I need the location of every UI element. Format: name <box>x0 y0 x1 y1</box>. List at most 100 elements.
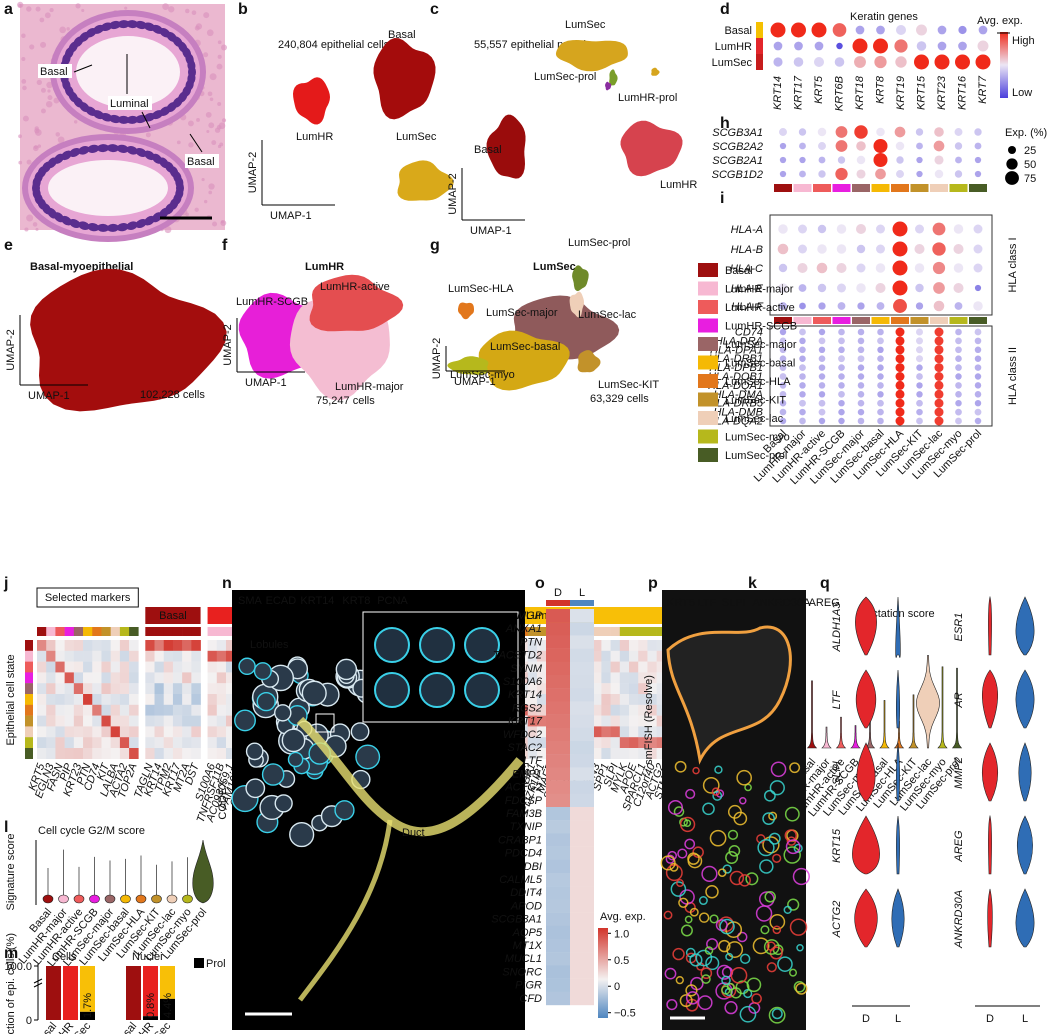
legend-label: LumSec-myo <box>725 432 790 444</box>
group-label: HLA class I <box>1007 237 1019 292</box>
gene-label: KRT8 <box>875 75 887 104</box>
cell-signal <box>730 987 742 999</box>
violin <box>896 669 900 729</box>
dot <box>817 244 827 254</box>
shape <box>832 317 851 324</box>
shape <box>546 899 570 913</box>
dot <box>934 407 944 417</box>
shape <box>570 609 594 623</box>
legend-title: Avg. exp. <box>600 911 646 923</box>
shape <box>191 650 201 662</box>
dot <box>877 408 884 416</box>
shape <box>207 661 218 673</box>
dot <box>857 302 865 310</box>
shape <box>83 683 93 695</box>
tissue-dot <box>206 129 210 133</box>
dot <box>934 54 950 70</box>
shape <box>37 683 47 695</box>
shape <box>546 965 570 979</box>
nucleus <box>87 144 100 153</box>
dot <box>877 364 884 371</box>
dot <box>816 262 828 274</box>
shape <box>154 704 165 716</box>
dot <box>934 363 944 373</box>
shape <box>25 715 33 727</box>
gene-label: SCGB2A2 <box>712 141 763 153</box>
shape <box>570 714 594 728</box>
shape <box>647 672 657 684</box>
label-bg <box>108 96 152 110</box>
shape <box>110 704 121 716</box>
cell-signal <box>675 975 684 985</box>
dot <box>934 327 944 337</box>
cell-signal <box>670 881 687 897</box>
shape <box>546 859 570 874</box>
dot <box>779 302 787 310</box>
dot <box>876 302 885 310</box>
axis-label: Epithelial cell state <box>5 654 17 745</box>
dot <box>974 399 982 407</box>
dot <box>857 337 865 345</box>
tissue-dot <box>18 160 23 165</box>
gene-label: RGS2 <box>512 702 542 714</box>
dot <box>916 391 923 398</box>
shape <box>73 704 84 716</box>
shape <box>793 317 812 324</box>
panel-letter: f <box>222 237 228 254</box>
dot <box>916 355 923 363</box>
shape <box>119 650 130 662</box>
marker-label: LTF <box>698 597 717 609</box>
bar <box>143 966 158 1017</box>
tissue-dot <box>17 1 24 9</box>
region-label: Duct <box>402 827 425 839</box>
shape <box>638 694 648 705</box>
gene-label: HLA-DMA <box>713 389 763 401</box>
shape <box>756 54 763 70</box>
legend-swatch <box>698 411 718 425</box>
lobule <box>355 744 381 770</box>
row-label: Basal <box>724 25 752 37</box>
dot <box>818 382 826 389</box>
nucleus <box>117 115 130 124</box>
dot <box>958 25 967 35</box>
tissue-dot <box>217 54 222 59</box>
tissue-dot <box>49 8 54 13</box>
tissue-dot <box>21 56 26 61</box>
shape <box>629 627 639 636</box>
shape <box>656 627 667 636</box>
shape <box>832 184 851 192</box>
shape <box>64 715 75 727</box>
dot <box>818 391 826 398</box>
shape <box>629 704 639 716</box>
shape <box>527 715 538 727</box>
dot <box>934 336 944 346</box>
gene-label: KRT17 <box>508 716 543 728</box>
shape <box>182 726 192 738</box>
shape <box>37 748 47 759</box>
tissue-dot <box>168 6 175 13</box>
dot <box>857 364 865 371</box>
shape <box>592 694 602 705</box>
cell-signal <box>721 975 731 986</box>
shape <box>216 694 227 705</box>
dot <box>857 408 865 416</box>
shape <box>570 727 594 742</box>
gene-label: HLA-DMB <box>713 407 763 419</box>
shape <box>536 627 547 636</box>
shape <box>154 672 165 684</box>
x-label: D <box>862 1013 870 1025</box>
dot <box>779 390 787 398</box>
cluster <box>651 67 660 76</box>
dot <box>791 22 806 38</box>
shape <box>225 683 236 695</box>
shape <box>647 650 657 662</box>
shape <box>546 622 570 636</box>
dot <box>876 244 885 254</box>
dot <box>838 408 845 416</box>
shape <box>629 748 639 759</box>
shape <box>55 726 65 738</box>
shape <box>601 748 611 759</box>
shape <box>1000 32 1008 98</box>
cell-signal <box>772 853 782 863</box>
dot <box>818 170 826 178</box>
